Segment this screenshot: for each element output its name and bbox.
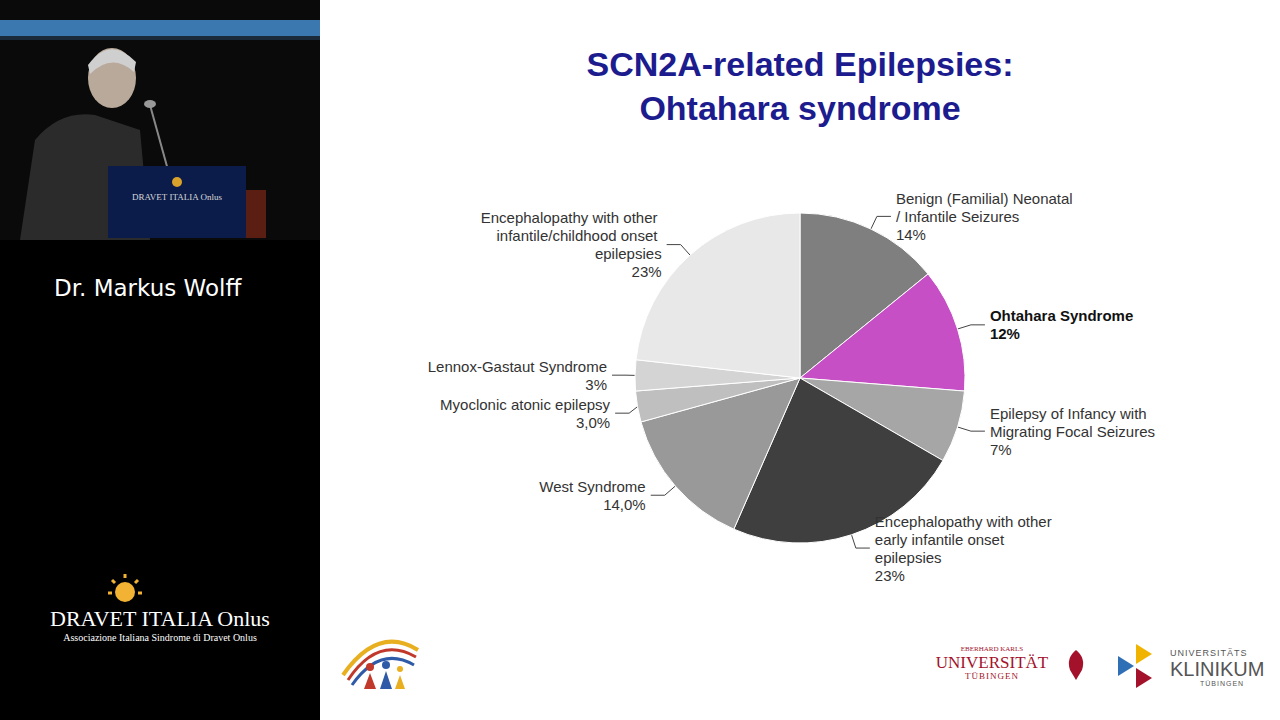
svg-text:14,0%: 14,0% [603,496,646,513]
html-text:DRAVET ITALIA Onlus: DRAVET ITALIA Onlus [132,192,222,202]
svg-text:Ohtahara Syndrome: Ohtahara Syndrome [990,307,1133,324]
html-text:EBERHARD KARLS: EBERHARD KARLS [960,645,1024,653]
svg-text:/ Infantile Seizures: / Infantile Seizures [896,208,1019,225]
svg-text:early infantile onset: early infantile onset [875,531,1008,548]
svg-text:23%: 23% [632,263,662,280]
html-text:TÜBINGEN: TÜBINGEN [965,671,1019,681]
svg-text:3%: 3% [585,376,607,393]
html-text:TÜBINGEN: TÜBINGEN [1200,680,1245,687]
svg-text:Benign (Familial) Neonatal: Benign (Familial) Neonatal [896,190,1077,207]
svg-text:Myoclonic atonic epilepsy: Myoclonic atonic epilepsy [440,396,611,413]
svg-text:23%: 23% [875,567,905,584]
html-text:UNIVERSITÄT: UNIVERSITÄT [935,653,1049,672]
svg-text:epilepsies: epilepsies [595,245,662,262]
html-text:UNIVERSITÄTS: UNIVERSITÄTS [1170,648,1248,658]
svg-text:3,0%: 3,0% [576,414,610,431]
html-text:Associazione Italiana Sindrome: Associazione Italiana Sindrome di Dravet… [63,632,257,643]
svg-text:Migrating Focal Seizures: Migrating Focal Seizures [990,423,1155,440]
svg-text:Encephalopathy with other: Encephalopathy with other [481,209,662,226]
html-text:DRAVET ITALIA Onlus: DRAVET ITALIA Onlus [50,606,270,631]
svg-text:West Syndrome: West Syndrome [539,478,645,495]
svg-text:7%: 7% [990,441,1012,458]
svg-text:Encephalopathy with other: Encephalopathy with other [875,513,1056,530]
svg-text:infantile/childhood onset: infantile/childhood onset [497,227,662,244]
svg-text:Epilepsy of Infancy with: Epilepsy of Infancy with [990,405,1151,422]
svg-text:14%: 14% [896,226,926,243]
svg-text:epilepsies: epilepsies [875,549,942,566]
html-text:SCN2A-related Epilepsies: Ohta: SCN2A-related Epilepsies: Ohtahara syndr… [586,45,1014,127]
html-text:KLINIKUM: KLINIKUM [1170,658,1265,680]
svg-text:12%: 12% [990,325,1020,342]
svg-text:Lennox-Gastaut Syndrome: Lennox-Gastaut Syndrome [428,358,607,375]
html-text:Dr. Markus Wolff: Dr. Markus Wolff [54,275,242,301]
